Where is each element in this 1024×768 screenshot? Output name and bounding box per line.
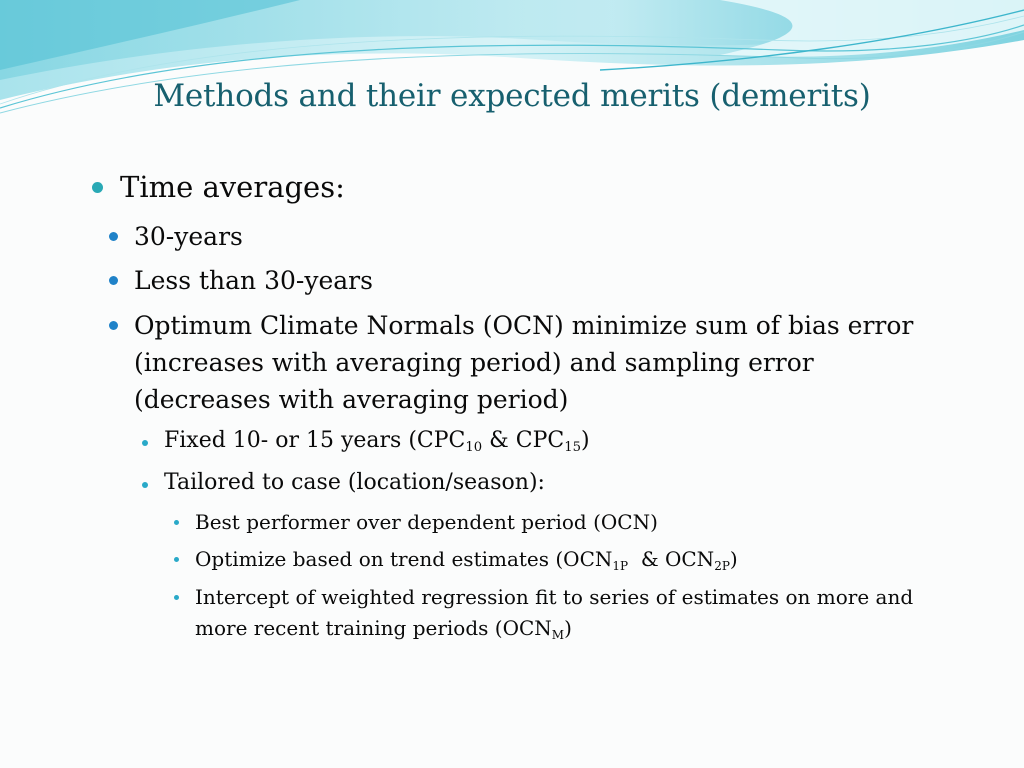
bullet-dot-icon <box>174 557 179 562</box>
bullet-time-averages: Time averages: <box>120 170 345 204</box>
subscript-15: 15 <box>564 440 581 455</box>
bullet-intercept-line2: more recent training periods (OCNM) <box>195 613 572 644</box>
fixed-years-text: Fixed 10- or 15 years (CPC <box>164 428 466 453</box>
bullet-fixed-years: Fixed 10- or 15 years (CPC10 & CPC15) <box>164 428 590 455</box>
subscript-1p: 1P <box>612 559 629 573</box>
bullet-tailored: Tailored to case (location/season): <box>164 470 545 495</box>
intercept-text: more recent training periods (OCN <box>195 616 552 640</box>
bullet-dot-icon <box>174 595 179 600</box>
subscript-2p: 2P <box>714 559 730 573</box>
bullet-optimize-trend: Optimize based on trend estimates (OCN1P… <box>195 544 738 575</box>
optimize-text-end: ) <box>729 547 738 571</box>
bullet-best-performer: Best performer over dependent period (OC… <box>195 510 658 534</box>
fixed-years-text-end: ) <box>581 428 590 453</box>
subscript-m: M <box>551 628 565 642</box>
bullet-intercept-line1: Intercept of weighted regression fit to … <box>195 585 914 609</box>
optimize-text-mid: & OCN <box>628 547 715 571</box>
intercept-text-end: ) <box>564 616 572 640</box>
bullet-dot-icon <box>142 440 148 446</box>
bullet-30-years: 30-years <box>134 222 243 251</box>
fixed-years-text-mid: & CPC <box>482 428 565 453</box>
bullet-dot-icon <box>109 232 118 241</box>
bullet-dot-icon <box>109 321 118 330</box>
optimize-text: Optimize based on trend estimates (OCN <box>195 547 613 571</box>
bullet-less-than-30: Less than 30-years <box>134 266 373 295</box>
subscript-10: 10 <box>465 440 483 455</box>
bullet-dot-icon <box>174 520 179 525</box>
header-wave-decoration <box>0 0 1024 114</box>
bullet-dot-icon <box>142 482 148 488</box>
bullet-dot-icon <box>109 276 118 285</box>
bullet-ocn-line3: (decreases with averaging period) <box>134 385 569 414</box>
slide-title: Methods and their expected merits (demer… <box>153 78 871 114</box>
bullet-dot-icon <box>92 182 103 193</box>
bullet-ocn-line1: Optimum Climate Normals (OCN) minimize s… <box>134 311 914 340</box>
bullet-ocn-line2: (increases with averaging period) and sa… <box>134 348 814 377</box>
